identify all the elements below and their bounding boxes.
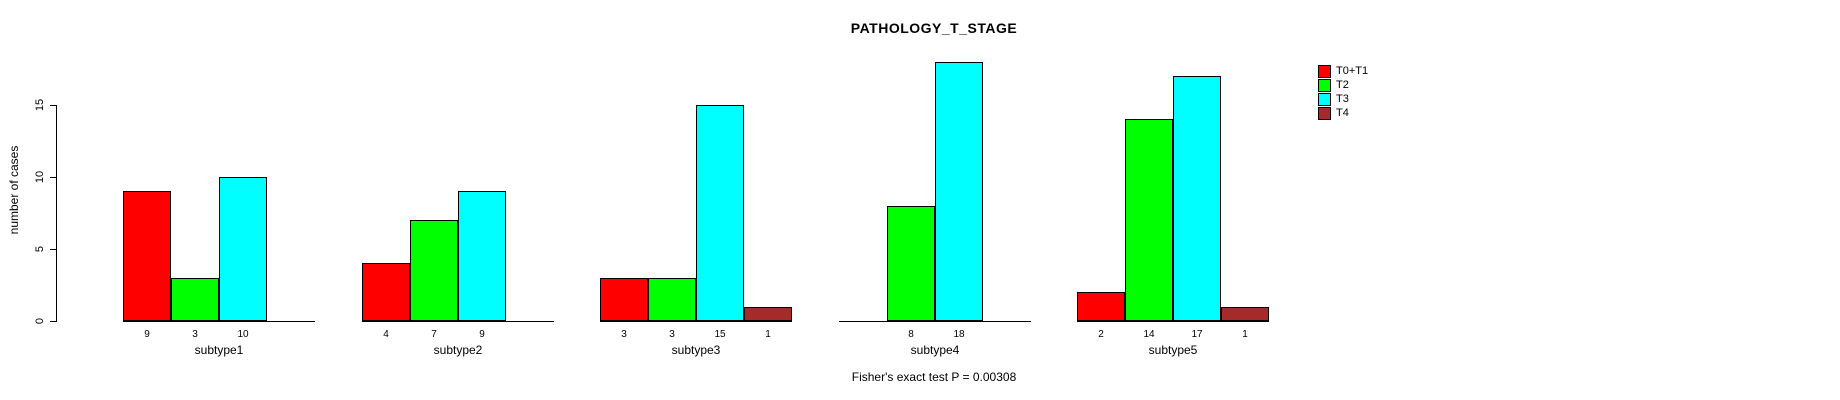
x-axis-baseline-subtype1 (123, 321, 315, 322)
bar-t3-subtype3 (696, 105, 744, 321)
category-label: subtype1 (194, 343, 244, 357)
bar-value-label: 3 (192, 329, 198, 340)
category-label: subtype2 (433, 343, 483, 357)
x-axis-baseline-subtype2 (362, 321, 554, 322)
legend-item-t2: T2 (1318, 78, 1368, 92)
x-axis-baseline-subtype5 (1077, 321, 1269, 322)
y-axis-tick-label: 10 (34, 170, 46, 184)
y-axis-label: number of cases (7, 145, 21, 235)
chart-title: PATHOLOGY_T_STAGE (850, 20, 1018, 36)
bar-value-label: 10 (237, 329, 249, 340)
bar-value-label: 15 (714, 329, 726, 340)
bar-value-label: 2 (1098, 329, 1104, 340)
bar-t2-subtype2 (410, 220, 458, 321)
y-axis-line (56, 105, 57, 322)
category-label: subtype5 (1148, 343, 1198, 357)
legend-item-t3: T3 (1318, 92, 1368, 106)
bar-t0-t1-subtype2 (362, 263, 410, 321)
x-axis-baseline-subtype4 (839, 321, 1031, 322)
bar-t0-t1-subtype5 (1077, 292, 1125, 321)
bar-t2-subtype5 (1125, 119, 1173, 321)
legend-swatch-t0-t1 (1318, 64, 1331, 78)
bar-t3-subtype1 (219, 177, 267, 321)
legend-item-t0-t1: T0+T1 (1318, 64, 1368, 78)
x-axis-baseline-subtype3 (600, 321, 792, 322)
bar-t3-subtype4 (935, 62, 983, 321)
legend-swatch-t4 (1318, 106, 1331, 120)
fisher-test-annotation: Fisher's exact test P = 0.00308 (851, 370, 1017, 384)
bar-value-label: 7 (431, 329, 437, 340)
legend-label: T2 (1336, 78, 1349, 91)
bar-t2-subtype1 (171, 278, 219, 321)
bar-value-label: 9 (479, 329, 485, 340)
bar-t4-subtype5 (1221, 307, 1269, 321)
y-axis-tick (50, 105, 56, 106)
bar-value-label: 8 (908, 329, 914, 340)
y-axis-tick (50, 249, 56, 250)
category-label: subtype3 (671, 343, 721, 357)
category-label: subtype4 (910, 343, 960, 357)
y-axis-tick (50, 177, 56, 178)
legend-swatch-t2 (1318, 78, 1331, 92)
bar-t0-t1-subtype3 (600, 278, 648, 321)
bar-value-label: 14 (1143, 329, 1155, 340)
bar-value-label: 3 (621, 329, 627, 340)
y-axis-tick-label: 15 (34, 98, 46, 112)
bar-t3-subtype2 (458, 191, 506, 321)
bar-value-label: 3 (669, 329, 675, 340)
bar-t3-subtype5 (1173, 76, 1221, 321)
y-axis-tick (50, 321, 56, 322)
bar-value-label: 18 (953, 329, 965, 340)
legend-label: T0+T1 (1336, 64, 1369, 77)
legend: T0+T1 T2 T3 T4 (1318, 64, 1368, 120)
bar-value-label: 4 (383, 329, 389, 340)
legend-label: T4 (1336, 106, 1349, 119)
y-axis-tick-label: 5 (34, 245, 46, 253)
legend-item-t4: T4 (1318, 106, 1368, 120)
bar-t2-subtype3 (648, 278, 696, 321)
y-axis-tick-label: 0 (34, 317, 46, 325)
bar-value-label: 1 (765, 329, 771, 340)
legend-label: T3 (1336, 92, 1349, 105)
bar-t0-t1-subtype1 (123, 191, 171, 321)
bar-value-label: 9 (144, 329, 150, 340)
legend-swatch-t3 (1318, 92, 1331, 106)
bar-t4-subtype3 (744, 307, 792, 321)
bar-value-label: 17 (1191, 329, 1203, 340)
bar-t2-subtype4 (887, 206, 935, 321)
bar-value-label: 1 (1242, 329, 1248, 340)
